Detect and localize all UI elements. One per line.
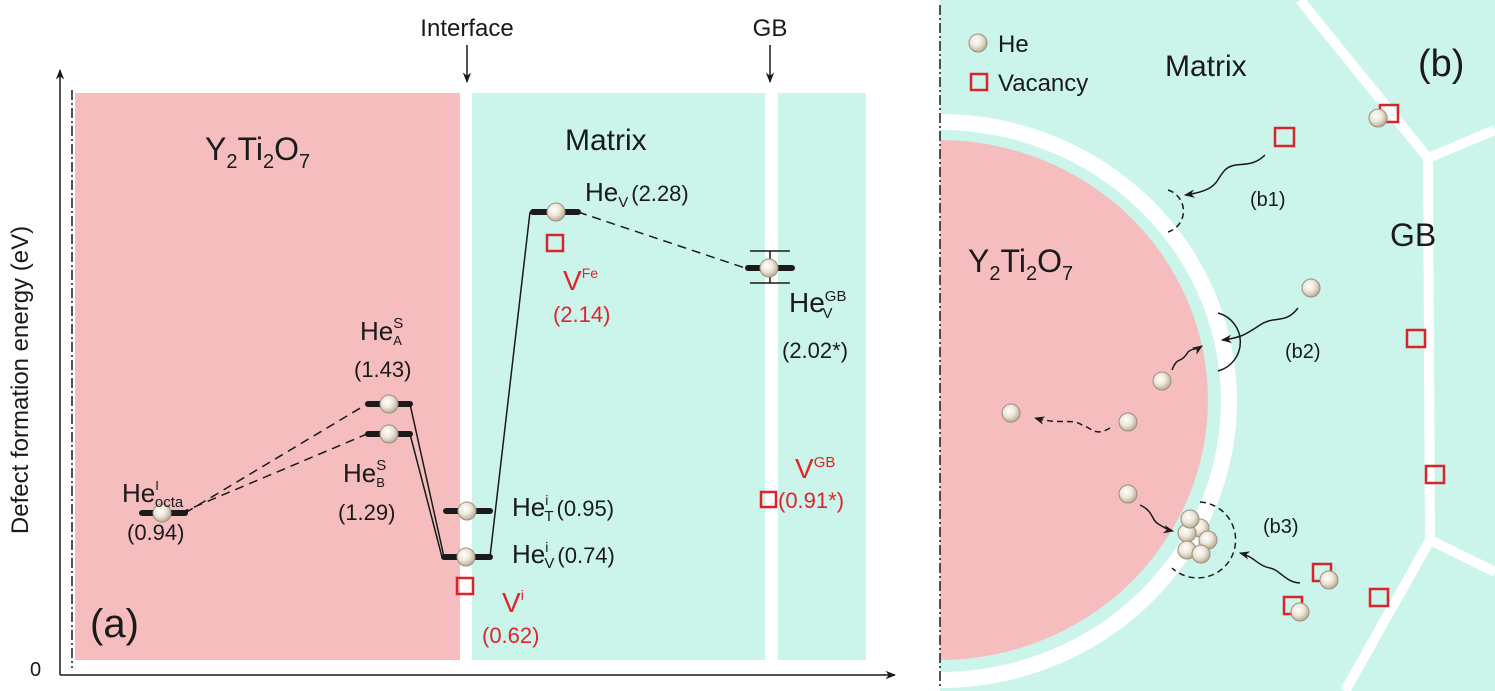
he-atom-icon bbox=[1319, 570, 1339, 590]
vacancy-icon bbox=[1405, 328, 1427, 349]
label-v-i: Vi bbox=[502, 587, 524, 618]
label-he-s-a: HeS A bbox=[360, 315, 403, 348]
legend-he-label: He bbox=[998, 31, 1029, 58]
he-atom-icon bbox=[759, 258, 779, 278]
panel-b: He Vacancy Matrix (b) GB Y2Ti2O7 (b1) (b… bbox=[939, 0, 1495, 691]
level-he-i-v bbox=[441, 547, 493, 567]
level-he-s-a bbox=[365, 394, 413, 414]
he-atom-icon bbox=[379, 424, 399, 444]
interface-band bbox=[939, 114, 1237, 688]
level-he-s-b bbox=[365, 424, 413, 444]
he-atom-icon bbox=[1290, 602, 1310, 622]
y-axis-label: Defect formation energy (eV) bbox=[7, 226, 34, 534]
gb-marker-label: GB bbox=[753, 15, 788, 42]
he-atom-icon bbox=[546, 202, 566, 222]
oxide-label: Y2Ti2O7 bbox=[968, 243, 1073, 285]
diffusion-paths bbox=[1033, 154, 1301, 584]
transition-paths bbox=[179, 211, 746, 558]
grain-boundaries bbox=[1296, 0, 1495, 691]
he-atom-icon bbox=[1118, 484, 1138, 504]
process-b2-label: (b2) bbox=[1285, 341, 1321, 363]
value-he-s-a: (1.43) bbox=[354, 357, 411, 382]
he-atom-icon bbox=[1001, 403, 1021, 423]
legend-he-icon bbox=[968, 33, 988, 53]
vacancy-icon bbox=[1424, 464, 1446, 485]
label-he-i-t: Hei T (0.95) bbox=[512, 492, 614, 525]
y-axis-zero: 0 bbox=[30, 659, 41, 681]
he-atom-icon bbox=[379, 394, 399, 414]
value-he-v-gb: (2.02*) bbox=[782, 338, 848, 363]
oxide-region bbox=[75, 93, 460, 660]
label-he-v: HeV (2.28) bbox=[585, 177, 689, 211]
level-he-octa bbox=[139, 503, 188, 523]
he-cluster bbox=[1177, 509, 1218, 564]
matrix-region-gb-side bbox=[778, 93, 866, 660]
he-atom-icon bbox=[152, 503, 172, 523]
he-atom-icon bbox=[1368, 108, 1388, 128]
matrix-label: Matrix bbox=[1165, 50, 1247, 83]
label-he-octa: HeI octa bbox=[122, 478, 184, 511]
oxide-label: Y2Ti2O7 bbox=[205, 131, 310, 173]
value-v-gb: (0.91*) bbox=[778, 488, 844, 513]
vacancy-icon bbox=[545, 233, 565, 253]
matrix-label: Matrix bbox=[565, 124, 647, 157]
process-b3-label: (b3) bbox=[1263, 516, 1299, 538]
panel-label-a: (a) bbox=[90, 602, 139, 646]
he-atom-icon bbox=[1301, 278, 1321, 298]
level-he-v-gb bbox=[745, 250, 795, 284]
he-atom-icon bbox=[1118, 412, 1138, 432]
he-atom-icon bbox=[1152, 371, 1172, 391]
level-he-i-t bbox=[443, 501, 493, 521]
value-he-octa: (0.94) bbox=[127, 520, 184, 545]
vacancy-icon bbox=[455, 576, 475, 596]
legend-vacancy-label: Vacancy bbox=[998, 70, 1088, 97]
vacancy-icon bbox=[1273, 126, 1296, 148]
vacancy-icon bbox=[1368, 587, 1390, 608]
legend-vacancy-icon bbox=[969, 72, 989, 92]
label-v-fe: VFe bbox=[563, 265, 598, 296]
value-v-fe: (2.14) bbox=[553, 302, 610, 327]
vacancy-icon bbox=[759, 490, 778, 509]
value-he-s-b: (1.29) bbox=[338, 500, 395, 525]
he-atom-icon bbox=[456, 547, 476, 567]
panel-label-b: (b) bbox=[1418, 43, 1464, 85]
he-atoms bbox=[1001, 108, 1388, 622]
panel-a: Defect formation energy (eV) 0 (a) Inter… bbox=[7, 15, 897, 681]
matrix-region bbox=[472, 93, 765, 660]
level-he-v bbox=[530, 202, 581, 222]
gb-label: GB bbox=[1390, 217, 1436, 253]
value-v-i: (0.62) bbox=[482, 623, 539, 648]
interface-marker-label: Interface bbox=[420, 15, 513, 42]
label-he-v-gb: HeGB V bbox=[789, 287, 846, 322]
label-he-i-v: Hei V (0.74) bbox=[512, 539, 615, 572]
label-v-gb: VGB bbox=[795, 453, 835, 484]
label-he-s-b: HeS B bbox=[343, 457, 386, 490]
oxide-particle bbox=[940, 140, 1208, 660]
process-b1-label: (b1) bbox=[1250, 189, 1286, 211]
he-atom-icon bbox=[457, 501, 477, 521]
